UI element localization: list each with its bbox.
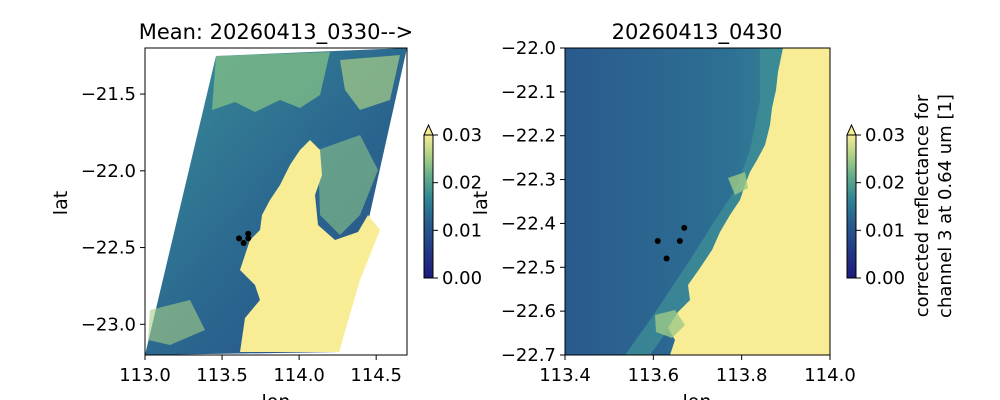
left-point-marker	[245, 230, 252, 237]
right-colorbar-tick-label: 0.01	[865, 220, 905, 241]
left-y-tick-label: −23.0	[81, 314, 136, 335]
right-y-tick-label: −22.5	[501, 257, 556, 278]
right-colorbar-tick-label: 0.00	[865, 268, 905, 289]
left-y-tick-label: −22.0	[81, 161, 136, 182]
left-point-marker	[236, 235, 243, 242]
left-cloud-patch	[318, 135, 378, 235]
left-cloud-patch	[212, 52, 330, 112]
left-cloud-patch	[148, 300, 205, 345]
right-x-tick-label: 113.6	[628, 365, 680, 386]
right-y-tick-label: −22.0	[501, 38, 556, 59]
right-point-marker	[681, 224, 688, 231]
left-points	[236, 230, 252, 246]
left-y-tick-label: −22.5	[81, 238, 136, 259]
right-x-ticks: 113.4 113.6 113.8 114.0	[539, 355, 856, 386]
left-land	[240, 140, 380, 352]
right-y-tick-label: −22.3	[501, 170, 556, 191]
left-map-image	[145, 48, 407, 355]
right-y-label: lat	[470, 191, 492, 215]
left-colorbar: 0.00 0.01 0.02 0.03	[423, 123, 482, 289]
right-colorbar-fill	[846, 134, 857, 279]
right-panel: 20260413_0430 113.4 113.6 113.8 114.0 −22.0…	[470, 20, 956, 400]
right-y-tick-label: −22.6	[501, 301, 556, 322]
left-point-marker	[245, 235, 252, 242]
right-point-marker	[676, 237, 683, 244]
right-land	[668, 48, 830, 355]
right-point-marker	[654, 237, 661, 244]
left-x-ticks: 113.0 113.5 114.0 114.5	[119, 355, 402, 386]
right-coastal-band	[625, 48, 790, 355]
left-x-tick-label: 113.5	[196, 365, 248, 386]
right-map-image	[565, 48, 830, 355]
right-y-tick-label: −22.2	[501, 126, 556, 147]
right-x-tick-label: 114.0	[804, 365, 856, 386]
right-colorbar: 0.00 0.01 0.02 0.03 corrected reflectance f…	[846, 94, 956, 318]
left-point-marker	[240, 239, 247, 246]
right-colorbar-label-line1: corrected reflectance for	[912, 94, 933, 317]
left-x-tick-label: 113.0	[119, 365, 171, 386]
left-cloud-patch	[340, 55, 400, 110]
left-axes-frame	[144, 47, 408, 356]
right-cloud-patch	[655, 310, 685, 338]
left-colorbar-tick-label: 0.00	[442, 268, 482, 289]
right-cloud-patch	[728, 172, 748, 195]
left-y-label: lat	[50, 191, 72, 215]
right-x-label: lon	[683, 391, 712, 400]
right-points	[654, 224, 688, 262]
left-title: Mean: 20260413_0330-->	[139, 20, 414, 45]
right-colorbar-extend-arrow	[846, 123, 857, 136]
left-colorbar-tick-label: 0.03	[442, 125, 482, 146]
left-x-tick-label: 114.5	[350, 365, 402, 386]
right-y-tick-label: −22.1	[501, 82, 556, 103]
right-x-tick-label: 113.4	[539, 365, 591, 386]
right-y-ticks: −22.0 −22.1 −22.2 −22.3 −22.4 −22.5 −22.6 −22.7	[501, 38, 565, 366]
left-x-tick-label: 114.0	[273, 365, 325, 386]
left-colorbar-fill	[423, 134, 434, 279]
left-colorbar-extend-arrow	[423, 123, 434, 136]
right-y-tick-label: −22.7	[501, 345, 556, 366]
right-colorbar-ticks: 0.00 0.01 0.02 0.03	[856, 125, 905, 289]
left-panel: Mean: 20260413_0330--> 113.0 113.5 114.0 11…	[50, 20, 482, 400]
right-colorbar-tick-label: 0.02	[865, 173, 905, 194]
left-x-label: lon	[262, 391, 291, 400]
right-x-tick-label: 113.8	[716, 365, 768, 386]
left-y-tick-label: −21.5	[81, 84, 136, 105]
left-colorbar-tick-label: 0.02	[442, 173, 482, 194]
right-point-marker	[663, 255, 670, 262]
right-colorbar-tick-label: 0.03	[865, 125, 905, 146]
right-title: 20260413_0430	[612, 20, 783, 45]
right-y-tick-label: −22.4	[501, 213, 556, 234]
right-axes-frame	[564, 47, 831, 356]
left-y-ticks: −21.5 −22.0 −22.5 −23.0	[81, 84, 145, 335]
left-colorbar-tick-label: 0.01	[442, 220, 482, 241]
left-colorbar-ticks: 0.00 0.01 0.02 0.03	[433, 125, 482, 289]
right-colorbar-label-line2: channel 3 at 0.64 um [1]	[935, 94, 956, 318]
